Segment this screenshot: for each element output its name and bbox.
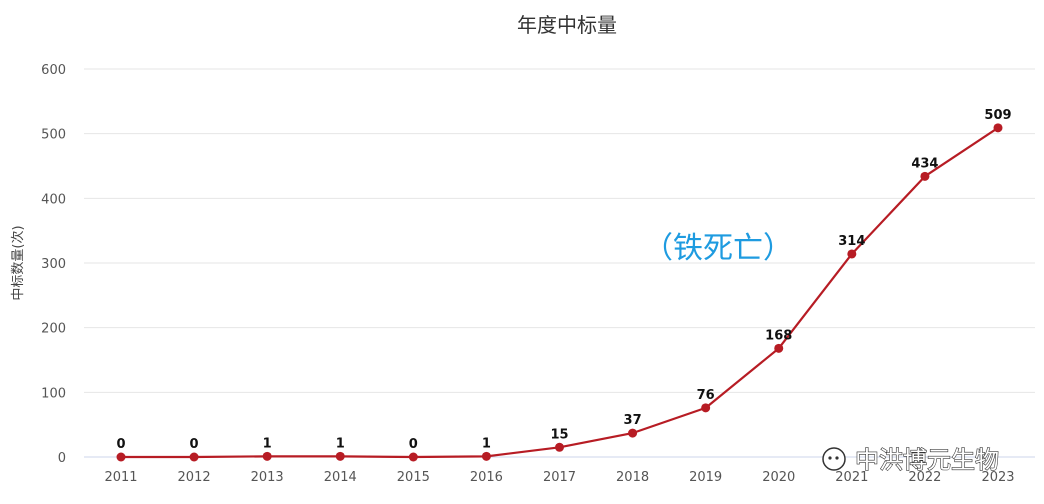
data-label: 0 xyxy=(409,437,418,452)
data-point xyxy=(628,428,638,438)
data-label: 1 xyxy=(482,436,491,451)
gridlines xyxy=(84,68,1035,393)
wechat-icon xyxy=(822,447,846,471)
data-point xyxy=(920,171,930,181)
data-point xyxy=(847,249,857,259)
x-tick-label: 2014 xyxy=(324,470,357,485)
data-label: 76 xyxy=(697,388,715,403)
data-point xyxy=(701,403,711,413)
y-tick-label: 500 xyxy=(41,128,66,143)
chart-annotation: （铁死亡） xyxy=(643,231,793,266)
y-tick-label: 400 xyxy=(41,192,66,207)
data-point xyxy=(555,442,564,452)
watermark: 中洪博元生物 xyxy=(822,445,1000,475)
data-point xyxy=(774,343,784,353)
data-label: 1 xyxy=(336,436,345,451)
data-label: 168 xyxy=(765,328,792,343)
data-label: 1 xyxy=(263,436,272,451)
x-tick-label: 2022 xyxy=(908,470,941,485)
data-labels: 0 0 1 1 0 1 15 37 76 168 314 434 509 xyxy=(116,108,1011,452)
x-tick-label: 2020 xyxy=(762,470,795,485)
x-tick-label: 2023 xyxy=(981,470,1014,485)
data-point xyxy=(481,451,491,461)
series-line xyxy=(121,126,999,459)
data-point xyxy=(993,123,1003,133)
x-tick-label: 2021 xyxy=(835,470,868,485)
y-tick-label: 200 xyxy=(41,322,66,337)
x-tick-label: 2016 xyxy=(470,470,503,485)
data-label: 37 xyxy=(624,413,642,428)
y-tick-label: 300 xyxy=(41,257,66,272)
y-tick-labels: 0 100 200 300 400 500 600 xyxy=(41,63,66,466)
y-axis-label: 中标数量(次) xyxy=(10,225,26,300)
y-tick-label: 600 xyxy=(41,63,66,78)
x-tick-label: 2012 xyxy=(178,470,211,485)
data-label: 0 xyxy=(116,437,125,452)
x-tick-labels: 2011 2012 2013 2014 2015 2016 2017 2018 2019 2020… xyxy=(104,470,1014,485)
data-label: 434 xyxy=(911,156,938,171)
data-point xyxy=(262,451,272,461)
data-label: 0 xyxy=(190,437,199,452)
data-label: 15 xyxy=(550,427,568,442)
series-group xyxy=(116,123,1003,462)
data-point xyxy=(335,451,345,461)
y-tick-label: 100 xyxy=(41,386,66,401)
x-tick-label: 2019 xyxy=(689,470,722,485)
data-label: 509 xyxy=(984,108,1011,123)
data-point xyxy=(189,452,199,462)
x-tick-label: 2017 xyxy=(543,470,576,485)
data-label: 314 xyxy=(838,234,865,249)
chart-title: 年度中标量 xyxy=(517,13,617,37)
data-point xyxy=(408,452,418,462)
y-tick-label: 0 xyxy=(58,451,66,466)
x-tick-label: 2018 xyxy=(616,470,649,485)
x-tick-label: 2011 xyxy=(104,470,137,485)
watermark-text: 中洪博元生物 xyxy=(855,446,999,474)
data-point xyxy=(116,452,126,462)
x-tick-label: 2013 xyxy=(251,470,284,485)
x-tick-label: 2015 xyxy=(397,470,430,485)
